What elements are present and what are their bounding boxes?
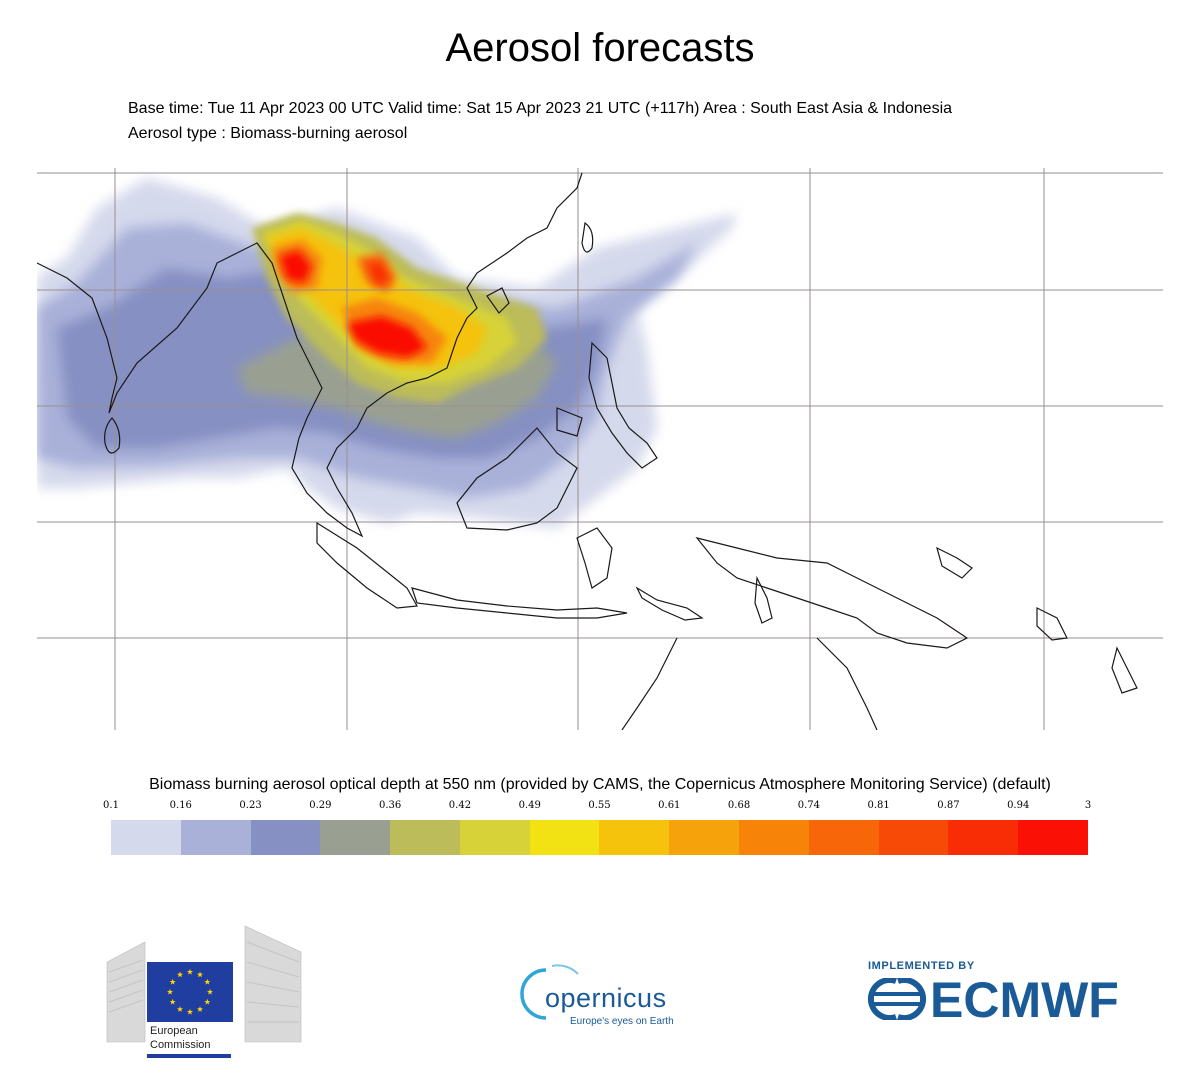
ec-name-line-2: Commission [150,1039,211,1051]
eu-star-icon [169,978,176,985]
ecmwf-symbol-icon [867,978,927,1020]
eu-star-icon [169,998,176,1005]
legend-tick-label: 0.55 [588,800,611,811]
copernicus-logo [520,964,579,1020]
eu-star-icon [204,978,211,985]
colorbar-segment [250,820,321,855]
coastlines [37,172,1138,730]
legend-tick-label: 0.87 [937,800,960,811]
ec-name-line-1: European [150,1025,198,1037]
forecast-meta-line-1: Base time: Tue 11 Apr 2023 00 UTC Valid … [128,100,953,117]
legend-tick-label: 0.49 [518,800,541,811]
colorbar-segment [739,820,809,855]
eu-star-icon [176,1006,184,1012]
colorbar-segment [180,820,251,855]
colorbar-segment [320,820,391,855]
legend-tick-label: 0.1 [103,800,119,811]
eu-star-icon [186,1008,194,1015]
legend-tick-label: 0.42 [448,800,472,811]
forecast-meta-line-2: Aerosol type : Biomass-burning aerosol [128,125,408,142]
legend-tick-label: 0.68 [727,800,751,811]
ecmwf-wordmark: ECMWF [930,972,1119,1028]
european-commission-logo [106,925,302,1058]
graticule [37,168,1163,730]
colorbar-segment [111,820,181,855]
legend-ticks: 0.1 0.16 0.23 0.29 0.36 0.42 0.49 0.55 0.61 0.68 0… [0,800,1200,816]
colorbar-segment [599,820,670,855]
eu-star-icon [204,998,211,1005]
legend-tick-label: 0.16 [169,800,192,811]
colorbar-segment [1018,820,1088,855]
eu-star-icon [186,968,194,975]
legend-tick-label: 0.29 [309,800,332,811]
legend-tick-label: 3 [1084,800,1092,811]
aerosol-plume [37,178,737,528]
colorbar-segment [808,820,879,855]
legend-title: Biomass burning aerosol optical depth at… [149,776,1051,793]
colorbar-segment [669,820,740,855]
eu-star-icon [196,1006,204,1012]
eu-star-icon [166,988,174,995]
legend-tick-label: 0.74 [797,800,820,811]
colorbar-segment [529,820,600,855]
copernicus-wordmark: opernicus [545,983,667,1013]
legend-tick-label: 0.61 [658,800,681,811]
colorbar-segment [459,820,530,855]
colorbar-segment [948,820,1019,855]
eu-star-icon [196,971,204,978]
copernicus-tagline: Europe's eyes on Earth [570,1016,674,1027]
colorbar-segment [878,820,949,855]
legend-colorbar [111,820,1088,855]
legend-tick-label: 0.81 [867,800,890,811]
page-title: Aerosol forecasts [445,26,755,70]
legend-tick-label: 0.94 [1007,800,1030,811]
eu-star-icon [176,971,184,978]
legend-tick-label: 0.36 [379,800,402,811]
ecmwf-implemented-by: IMPLEMENTED BY [868,960,975,972]
eu-star-icon [206,988,214,995]
colorbar-segment [390,820,460,855]
aerosol-map[interactable] [37,168,1163,730]
legend-tick-label: 0.23 [239,800,262,811]
